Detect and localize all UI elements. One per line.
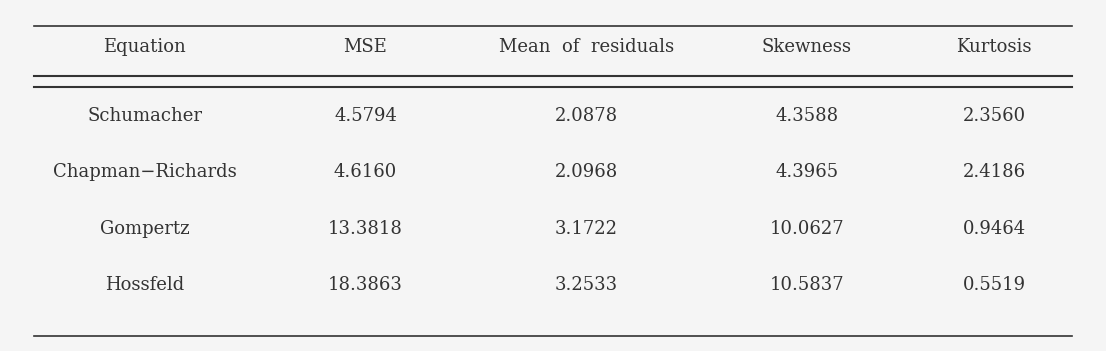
Text: 10.5837: 10.5837: [770, 276, 844, 294]
Text: 0.9464: 0.9464: [962, 220, 1026, 238]
Text: 2.0878: 2.0878: [554, 107, 617, 125]
Text: Skewness: Skewness: [762, 38, 852, 56]
Text: 3.2533: 3.2533: [554, 276, 617, 294]
Text: 2.0968: 2.0968: [554, 163, 618, 181]
Text: Equation: Equation: [104, 38, 186, 56]
Text: 13.3818: 13.3818: [328, 220, 403, 238]
Text: MSE: MSE: [344, 38, 387, 56]
Text: Kurtosis: Kurtosis: [957, 38, 1032, 56]
Text: 10.0627: 10.0627: [770, 220, 844, 238]
Text: 2.3560: 2.3560: [962, 107, 1026, 125]
Text: Gompertz: Gompertz: [100, 220, 189, 238]
Text: 2.4186: 2.4186: [962, 163, 1026, 181]
Text: Schumacher: Schumacher: [87, 107, 202, 125]
Text: Mean  of  residuals: Mean of residuals: [499, 38, 674, 56]
Text: 4.3965: 4.3965: [775, 163, 838, 181]
Text: 4.5794: 4.5794: [334, 107, 397, 125]
Text: Hossfeld: Hossfeld: [105, 276, 185, 294]
Text: 4.3588: 4.3588: [775, 107, 838, 125]
Text: Chapman−Richards: Chapman−Richards: [53, 163, 237, 181]
Text: 4.6160: 4.6160: [334, 163, 397, 181]
Text: 0.5519: 0.5519: [962, 276, 1026, 294]
Text: 18.3863: 18.3863: [328, 276, 403, 294]
Text: 3.1722: 3.1722: [554, 220, 617, 238]
